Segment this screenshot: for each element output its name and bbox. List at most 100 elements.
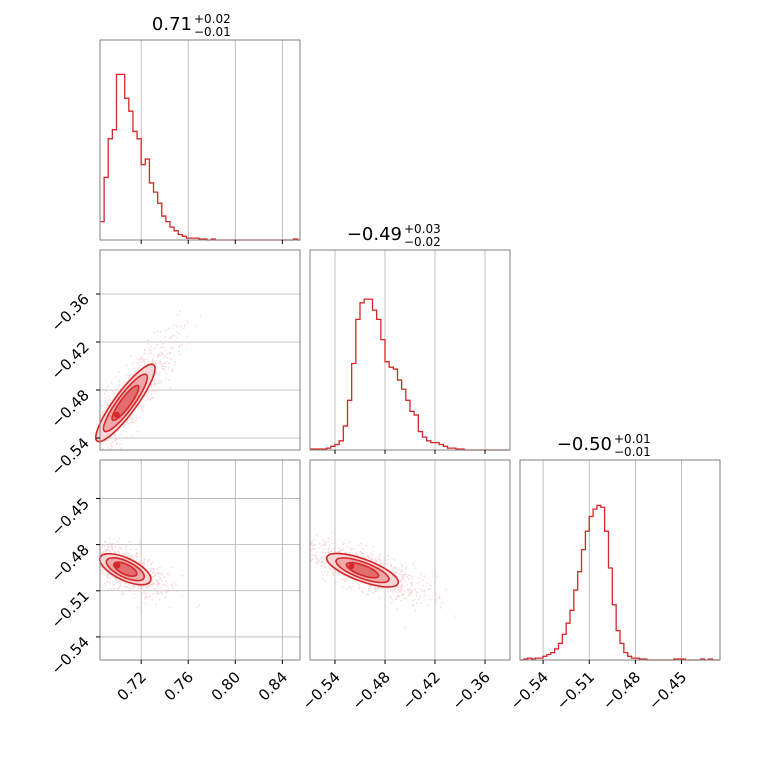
scatter-point	[136, 362, 139, 365]
scatter-point	[157, 355, 160, 358]
scatter-point	[161, 592, 164, 595]
panel-row1-col1: 0.71 +0.02−0.01	[99, 12, 301, 244]
scatter-point	[134, 371, 137, 374]
title-upper-error: +0.01	[614, 432, 651, 446]
scatter-point	[160, 586, 163, 589]
scatter-point	[161, 573, 163, 576]
scatter-point	[352, 585, 355, 588]
scatter-point	[399, 574, 402, 576]
scatter-point	[410, 574, 412, 577]
scatter-point	[158, 379, 160, 382]
scatter-point	[321, 551, 323, 554]
scatter-point	[171, 566, 174, 569]
scatter-point	[112, 542, 114, 545]
scatter-point	[150, 567, 153, 570]
y-tick-label: −0.51	[48, 587, 93, 632]
scatter-point	[178, 332, 181, 335]
scatter-point	[350, 587, 352, 590]
scatter-point	[125, 364, 128, 367]
scatter-point	[415, 594, 418, 597]
scatter-point	[148, 349, 150, 352]
scatter-point	[129, 584, 132, 587]
scatter-point	[414, 587, 417, 590]
scatter-point	[150, 350, 152, 352]
scatter-point	[158, 582, 161, 585]
scatter-point	[401, 565, 404, 568]
scatter-point	[392, 568, 395, 571]
scatter-point	[322, 543, 325, 546]
scatter-point	[158, 382, 161, 384]
scatter-point	[327, 570, 329, 573]
scatter-point	[158, 372, 161, 374]
scatter-point	[371, 558, 374, 561]
scatter-point	[313, 547, 316, 550]
scatter-point	[437, 597, 440, 599]
scatter-point	[118, 379, 121, 382]
scatter-point	[160, 346, 163, 349]
scatter-point	[413, 561, 416, 564]
y-tick-label: −0.48	[48, 386, 93, 431]
scatter-point	[157, 388, 159, 391]
x-tick-label: 0.84	[255, 668, 291, 704]
scatter-point	[411, 576, 414, 579]
scatter-point	[146, 358, 149, 361]
scatter-point	[160, 589, 163, 592]
scatter-point	[156, 582, 159, 585]
scatter-point	[138, 358, 141, 361]
panel-row3-col3: −0.50 +0.01−0.01 −0.54 −0.51 −0.48 −0.45	[507, 432, 721, 713]
grid-lines	[542, 460, 682, 660]
scatter-point	[181, 575, 184, 577]
scatter-point	[327, 537, 330, 540]
scatter-point	[147, 339, 150, 341]
scatter-point	[152, 358, 154, 361]
scatter-point	[110, 400, 113, 402]
panel-frame	[99, 249, 301, 451]
scatter-point	[395, 571, 397, 574]
scatter-point	[403, 590, 406, 592]
scatter-point	[150, 386, 153, 389]
scatter-point	[152, 362, 155, 364]
scatter-point	[351, 548, 353, 551]
scatter-point	[110, 575, 113, 577]
scatter-point	[103, 409, 106, 412]
scatter-point	[331, 572, 334, 575]
scatter-point	[434, 595, 436, 598]
scatter-point	[130, 416, 133, 418]
x-tick-label: −0.36	[449, 668, 494, 713]
scatter-point	[332, 547, 335, 550]
scatter-point	[158, 374, 161, 377]
scatter-point	[151, 598, 154, 601]
scatter-point	[143, 592, 146, 595]
scatter-point	[161, 353, 164, 355]
scatter-point	[186, 320, 188, 322]
scatter-point	[403, 597, 406, 600]
scatter-point	[379, 559, 382, 561]
scatter-point	[374, 558, 377, 561]
scatter-point	[124, 427, 126, 429]
scatter-point	[392, 566, 395, 569]
scatter-point	[169, 337, 172, 339]
contour-peak	[113, 411, 120, 418]
scatter-point	[142, 403, 145, 406]
y-tick-label: −0.54	[48, 633, 93, 678]
scatter-point	[394, 588, 397, 591]
scatter-point	[152, 592, 154, 595]
scatter-point	[128, 424, 131, 427]
scatter-point	[356, 553, 359, 555]
scatter-point	[335, 581, 337, 584]
scatter-point	[426, 582, 429, 584]
scatter-point	[377, 587, 380, 590]
scatter-point	[413, 599, 416, 601]
scatter-point	[322, 573, 324, 576]
scatter-point	[164, 590, 167, 593]
scatter-point	[178, 346, 181, 348]
scatter-point	[338, 547, 340, 549]
scatter-point	[174, 364, 176, 366]
scatter-point	[407, 589, 410, 592]
scatter-point	[176, 336, 178, 339]
scatter-point	[411, 599, 414, 602]
scatter-point	[159, 573, 161, 576]
scatter-point	[342, 549, 345, 552]
scatter-point	[357, 583, 360, 585]
scatter-point	[150, 569, 152, 572]
